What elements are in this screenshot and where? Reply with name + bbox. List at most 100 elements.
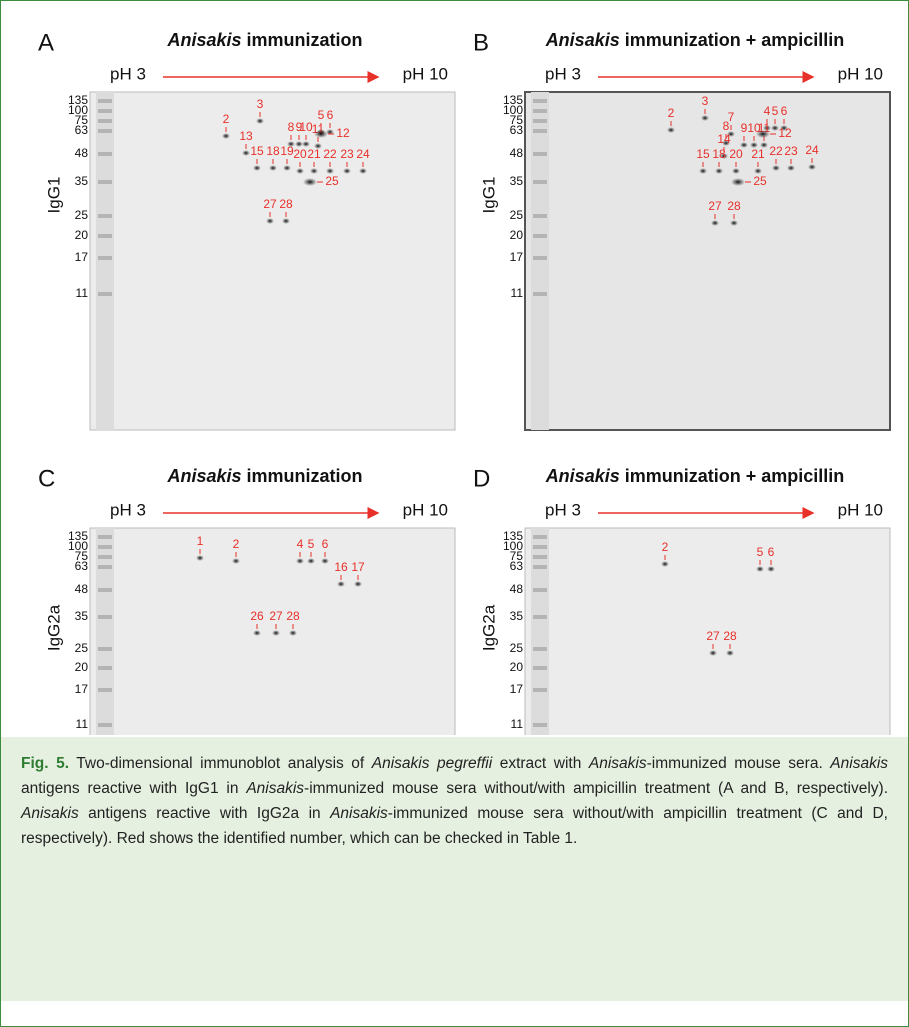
ph-end: pH 10 [838, 64, 883, 83]
spot [767, 566, 775, 572]
caption-text: -immunized mouse sera. [646, 755, 831, 772]
marker-label: 135 [503, 93, 523, 107]
spot [359, 168, 367, 174]
ladder-band [98, 234, 112, 238]
ph-start: pH 3 [110, 500, 146, 519]
marker-label: 17 [510, 682, 524, 696]
y-label: IgG1 [479, 177, 498, 214]
ph-start: pH 3 [545, 64, 581, 83]
spot [314, 130, 328, 138]
spot [303, 178, 317, 186]
ladder-band [98, 535, 112, 539]
blot [524, 527, 891, 735]
spot [253, 630, 261, 636]
marker-label: 63 [510, 123, 524, 137]
spot-label: 6 [327, 108, 334, 122]
title-italic: Anisakis [545, 466, 620, 486]
spot [711, 220, 719, 226]
marker-label: 20 [510, 228, 524, 242]
y-label: IgG2a [479, 604, 498, 651]
caption-text: -immunized mouse sera without/with ampic… [21, 805, 888, 847]
ladder-band [533, 545, 547, 549]
marker-label: 11 [511, 286, 524, 300]
spot [771, 125, 779, 131]
spot [732, 168, 740, 174]
ladder-band [533, 666, 547, 670]
spot [269, 165, 277, 171]
y-label: IgG1 [44, 177, 63, 214]
spot-label: 22 [769, 144, 783, 158]
caption-text: Two-dimensional immunoblot analysis of [76, 755, 372, 772]
spot [302, 141, 310, 147]
caption: Fig. 5. Two-dimensional immunoblot analy… [1, 737, 908, 1001]
spot [242, 150, 250, 156]
marker-label: 25 [75, 208, 89, 222]
marker-label: 100 [503, 539, 523, 553]
spot [354, 581, 362, 587]
ladder-band [98, 723, 112, 727]
ladder-band [533, 555, 547, 559]
ladder-band [98, 256, 112, 260]
marker-label: 25 [510, 641, 524, 655]
caption-text: antigens reactive with IgG2a in [78, 805, 331, 822]
ladder-band [533, 615, 547, 619]
spot-label: 14 [717, 132, 731, 146]
spot-label: 10 [299, 120, 313, 134]
spot [715, 168, 723, 174]
caption-italic: Anisakis [830, 755, 889, 772]
spot [787, 165, 795, 171]
spot [253, 165, 261, 171]
marker-label: 20 [75, 660, 89, 674]
ladder-band [533, 119, 547, 123]
spot [296, 168, 304, 174]
panel-title: Anisakis immunization [166, 30, 362, 50]
marker-label: 11 [76, 286, 89, 300]
ladder-band [533, 214, 547, 218]
spot [731, 178, 745, 186]
spot [232, 558, 240, 564]
spot [222, 133, 230, 139]
marker-label: 75 [75, 549, 89, 563]
spot-label: 28 [279, 197, 293, 211]
ph-end: pH 10 [838, 500, 883, 519]
spot-label: 17 [351, 560, 365, 574]
ladder-band [533, 109, 547, 113]
panel-title: Anisakis immunization [166, 466, 362, 486]
marker-label: 17 [510, 250, 524, 264]
marker-label: 35 [75, 174, 89, 188]
panel-title: Anisakis immunization + ampicillin [545, 466, 845, 486]
spot [699, 168, 707, 174]
marker-label: 48 [510, 146, 524, 160]
spot-label: 26 [250, 609, 264, 623]
spot [772, 165, 780, 171]
ladder-band [98, 666, 112, 670]
marker-label: 135 [68, 529, 88, 543]
ladder-band [533, 565, 547, 569]
marker-label: 20 [75, 228, 89, 242]
title-italic: Anisakis [166, 466, 241, 486]
ladder-band [98, 129, 112, 133]
ladder-band [98, 545, 112, 549]
spot-label: 16 [334, 560, 348, 574]
spot-label: 7 [728, 110, 735, 124]
marker-label: 48 [75, 582, 89, 596]
spot [763, 125, 771, 131]
spot-label: 18 [712, 147, 726, 161]
ladder-band [98, 565, 112, 569]
spot-label: 28 [286, 609, 300, 623]
panel-letter: B [473, 29, 489, 56]
panel-letter: C [38, 465, 55, 492]
spot [196, 555, 204, 561]
panel-letter: A [38, 29, 54, 56]
spot [760, 142, 768, 148]
spot [295, 141, 303, 147]
title-text: immunization + ampicillin [625, 30, 845, 50]
spot-label: 8 [723, 119, 730, 133]
caption-text: extract with [492, 755, 589, 772]
spot-label: 3 [257, 97, 264, 111]
ladder-band [98, 688, 112, 692]
spot [726, 650, 734, 656]
ladder-band [533, 234, 547, 238]
spot-label: 6 [322, 537, 329, 551]
